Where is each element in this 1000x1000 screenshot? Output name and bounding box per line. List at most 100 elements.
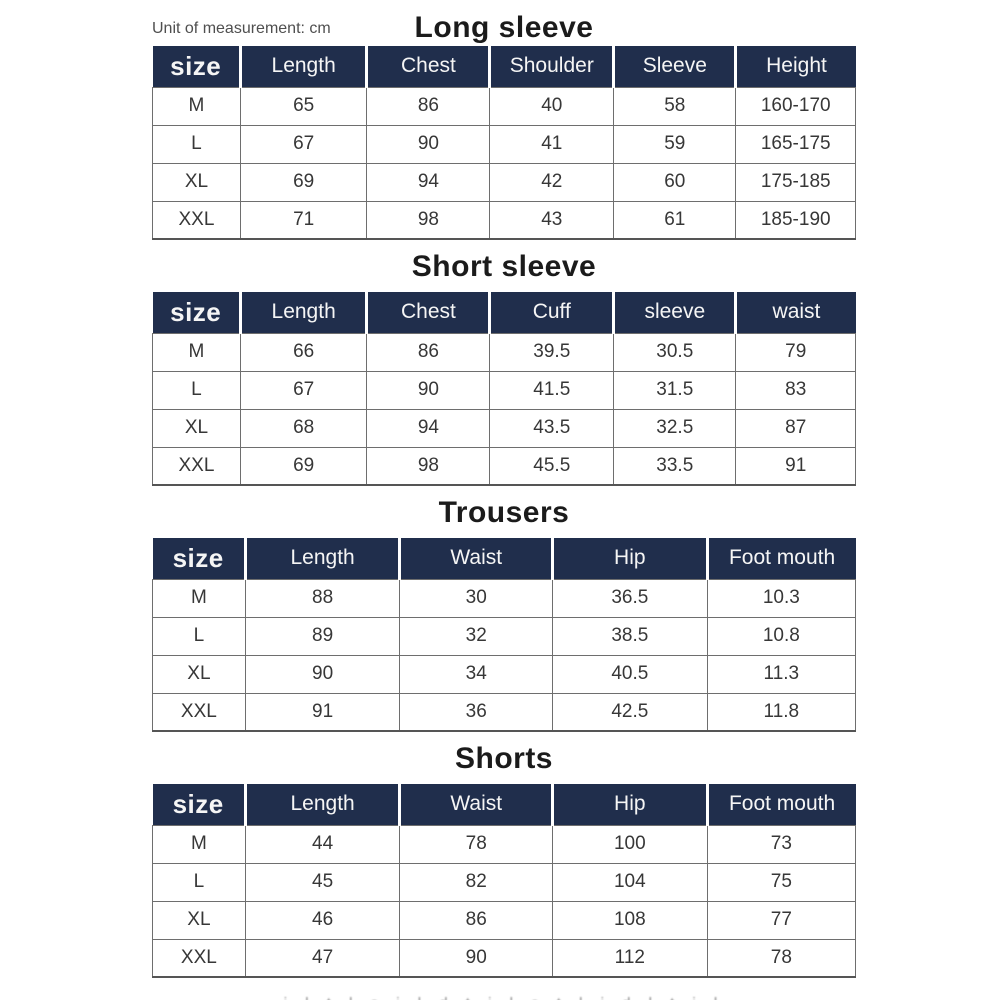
value-cell: 86: [399, 900, 553, 940]
column-header-size: size: [152, 538, 247, 579]
column-header-length: Length: [245, 784, 402, 825]
table-row: XXL 47 90 112 78: [152, 938, 857, 978]
value-cell: 39.5: [489, 332, 615, 372]
value-cell: 10.3: [706, 578, 857, 618]
size-cell: L: [152, 124, 241, 164]
value-cell: 67: [239, 370, 368, 410]
value-cell: 36: [399, 692, 553, 732]
long-sleeve-size-table: size Length Chest Shoulder Sleeve Height…: [152, 46, 856, 240]
shorts-title: Shorts: [454, 741, 553, 775]
value-cell: 45.5: [489, 446, 615, 486]
value-cell: 78: [706, 938, 857, 978]
table-row: L 67 90 41 59 165-175: [152, 124, 856, 164]
cutoff-footer-text: i l t l s i l d t i l s t l i d l t i l: [152, 990, 856, 1000]
column-header-foot-mouth: Foot mouth: [707, 538, 856, 579]
size-cell: M: [152, 578, 246, 618]
value-cell: 89: [244, 616, 401, 656]
table-row: M 66 86 39.5 30.5 79: [152, 332, 856, 372]
header-row: size Length Waist Hip Foot mouth: [152, 538, 856, 579]
value-cell: 71: [239, 200, 368, 240]
column-header-waist: Waist: [399, 538, 554, 579]
size-cell: XL: [152, 408, 241, 448]
value-cell: 43.5: [489, 408, 615, 448]
column-header-sleeve: sleeve: [613, 292, 738, 333]
column-header-chest: Chest: [366, 292, 492, 333]
value-cell: 47: [244, 938, 401, 978]
value-cell: 67: [239, 124, 368, 164]
value-cell: 46: [244, 900, 401, 940]
value-cell: 40.5: [551, 654, 708, 694]
value-cell: 34: [399, 654, 553, 694]
size-cell: XXL: [152, 692, 246, 732]
value-cell: 160-170: [735, 86, 856, 126]
value-cell: 10.8: [706, 616, 857, 656]
table-row: L 67 90 41.5 31.5 83: [152, 370, 856, 410]
table-row: M 65 86 40 58 160-170: [152, 86, 856, 126]
column-header-shoulder: Shoulder: [489, 46, 616, 87]
value-cell: 90: [366, 124, 491, 164]
value-cell: 30: [399, 578, 553, 618]
shorts-title-row: Shorts: [152, 732, 856, 784]
value-cell: 94: [366, 408, 491, 448]
column-header-waist: Waist: [399, 784, 554, 825]
value-cell: 185-190: [735, 200, 856, 240]
value-cell: 58: [613, 86, 737, 126]
value-cell: 88: [244, 578, 401, 618]
value-cell: 45: [244, 862, 401, 902]
long-sleeve-title-row: Unit of measurement: cm Long sleeve: [152, 0, 856, 44]
value-cell: 104: [551, 862, 708, 902]
value-cell: 11.8: [706, 692, 857, 732]
column-header-size: size: [152, 784, 247, 825]
value-cell: 90: [244, 654, 401, 694]
shorts-size-table: size Length Waist Hip Foot mouth M 44 78…: [152, 784, 857, 978]
value-cell: 61: [613, 200, 737, 240]
value-cell: 98: [366, 446, 491, 486]
value-cell: 90: [399, 938, 553, 978]
size-cell: L: [152, 862, 246, 902]
value-cell: 30.5: [613, 332, 737, 372]
value-cell: 100: [551, 824, 708, 864]
value-cell: 94: [366, 162, 491, 202]
value-cell: 40: [489, 86, 615, 126]
value-cell: 65: [239, 86, 368, 126]
table-row: XXL 69 98 45.5 33.5 91: [152, 446, 856, 486]
size-cell: XL: [152, 900, 246, 940]
column-header-foot-mouth: Foot mouth: [707, 784, 856, 825]
trousers-size-table: size Length Waist Hip Foot mouth M 88 30…: [152, 538, 857, 732]
value-cell: 42: [489, 162, 615, 202]
column-header-chest: Chest: [366, 46, 492, 87]
column-header-hip: Hip: [552, 784, 709, 825]
unit-of-measurement-label: Unit of measurement: cm: [152, 20, 331, 37]
value-cell: 44: [244, 824, 401, 864]
header-row: size Length Waist Hip Foot mouth: [152, 784, 856, 825]
value-cell: 91: [244, 692, 401, 732]
column-header-size: size: [152, 292, 242, 333]
value-cell: 11.3: [706, 654, 857, 694]
value-cell: 66: [239, 332, 368, 372]
value-cell: 90: [366, 370, 491, 410]
size-cell: M: [152, 86, 241, 126]
size-cell: XL: [152, 654, 246, 694]
size-cell: M: [152, 332, 241, 372]
table-row: XL 46 86 108 77: [152, 900, 857, 940]
column-header-sleeve: Sleeve: [613, 46, 738, 87]
column-header-hip: Hip: [552, 538, 709, 579]
size-cell: XXL: [152, 200, 241, 240]
column-header-length: Length: [240, 46, 369, 87]
value-cell: 32.5: [613, 408, 737, 448]
header-row: size Length Chest Shoulder Sleeve Height: [152, 46, 856, 87]
value-cell: 73: [706, 824, 857, 864]
value-cell: 60: [613, 162, 737, 202]
value-cell: 32: [399, 616, 553, 656]
value-cell: 83: [735, 370, 856, 410]
value-cell: 41.5: [489, 370, 615, 410]
value-cell: 112: [551, 938, 708, 978]
column-header-waist: waist: [735, 292, 856, 333]
value-cell: 69: [239, 162, 368, 202]
trousers-title: Trousers: [438, 495, 570, 529]
value-cell: 87: [735, 408, 856, 448]
value-cell: 31.5: [613, 370, 737, 410]
table-row: L 45 82 104 75: [152, 862, 857, 902]
table-row: XL 68 94 43.5 32.5 87: [152, 408, 856, 448]
